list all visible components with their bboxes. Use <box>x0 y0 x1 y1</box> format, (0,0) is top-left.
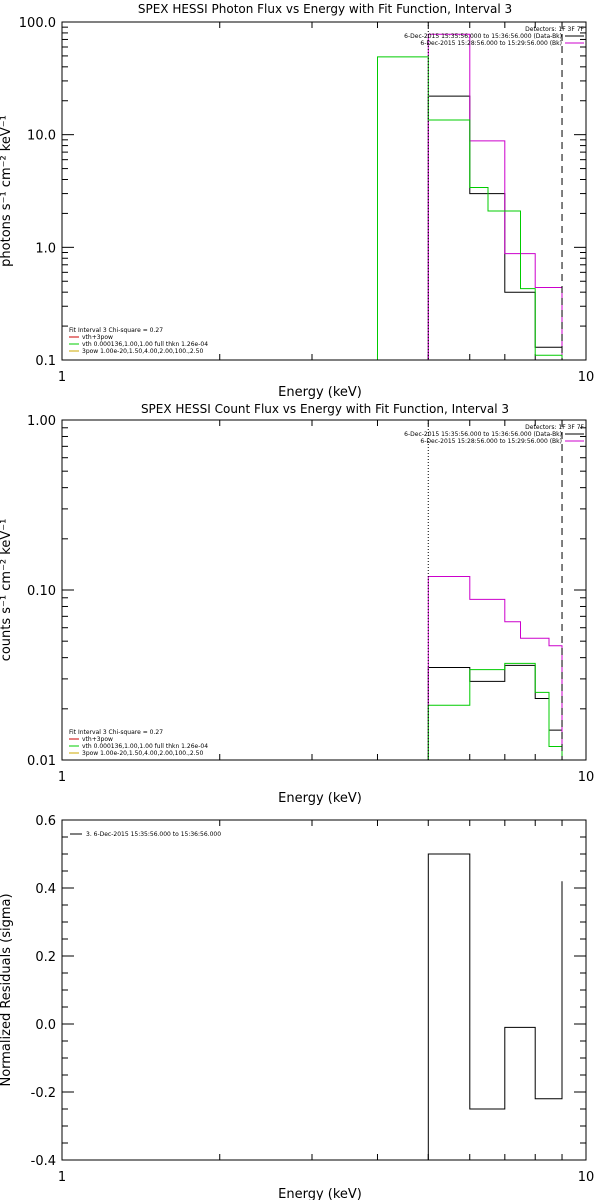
count-flux-y-tick-label: 0.10 <box>27 584 56 599</box>
count-flux-xlabel: Energy (keV) <box>278 791 362 806</box>
photon-flux-vlines <box>427 22 563 360</box>
count-flux-fit-legend: Fit Interval 3 Chi-square = 0.27 vth+3po… <box>69 729 208 757</box>
count-flux-vlines <box>427 420 563 760</box>
photon-flux-panel: SPEX HESSI Photon Flux vs Energy with Fi… <box>0 2 594 400</box>
photon-flux-y-tick-label: 1.0 <box>35 241 56 256</box>
residuals-x-tick-label: 1 <box>58 1170 66 1185</box>
count-flux-ylabel: counts s⁻¹ cm⁻² keV⁻¹ <box>0 519 14 662</box>
residuals-y-tick-label: 0.2 <box>35 950 56 965</box>
photon-flux-detectors: Detectors: 1F 3F 7F <box>525 26 584 33</box>
photon-flux-x-tick-label: 1 <box>58 370 66 385</box>
residuals-y-tick-label: 0.6 <box>35 814 56 829</box>
photon-flux-fit-model: vth+3pow <box>82 334 113 341</box>
count-flux-bk-interval: 6-Dec-2015 15:28:56.000 to 15:29:56.000 … <box>420 438 562 445</box>
count-flux-x-tick-label: 1 <box>58 770 66 785</box>
photon-flux-data-interval: 6-Dec-2015 15:35:56.000 to 15:36:56.000 … <box>404 33 562 40</box>
count-flux-series-0 <box>427 664 563 760</box>
count-flux-ticks: 1 10 0.01 0.10 1.00 <box>27 414 594 785</box>
photon-flux-header: Detectors: 1F 3F 7F 6-Dec-2015 15:35:56.… <box>404 26 584 47</box>
residuals-frame <box>61 819 587 1161</box>
photon-flux-xlabel: Energy (keV) <box>278 385 362 400</box>
count-flux-x-tick-label: 10 <box>578 770 595 785</box>
photon-flux-y-tick-label: 100.0 <box>19 16 56 31</box>
count-flux-frame <box>61 419 587 761</box>
residuals-series <box>427 853 563 1160</box>
photon-flux-series-1 <box>427 33 563 360</box>
photon-flux-x-tick-label: 10 <box>578 370 595 385</box>
photon-flux-y-tick-label: 10.0 <box>27 129 56 144</box>
photon-flux-ticks: 1 10 0.1 1.0 10.0 100.0 <box>19 16 594 385</box>
count-flux-y-tick-label: 1.00 <box>27 414 56 429</box>
residuals-ticks: 1 10 -0.4 -0.2 0.0 0.2 0.4 0.6 <box>31 814 595 1185</box>
count-flux-header: Detectors: 1F 3F 7F 6-Dec-2015 15:35:56.… <box>404 424 584 445</box>
residuals-series-0 <box>427 853 563 1160</box>
photon-flux-series-0 <box>427 95 563 360</box>
photon-flux-title: SPEX HESSI Photon Flux vs Energy with Fi… <box>138 2 512 16</box>
photon-flux-fit-vth: vth 0.000136,1.00,1.00 full thkn 1.26e-0… <box>82 341 208 348</box>
residuals-y-tick-label: -0.4 <box>31 1154 56 1169</box>
photon-flux-ylabel: photons s⁻¹ cm⁻² keV⁻¹ <box>0 115 14 267</box>
residuals-y-tick-label: 0.0 <box>35 1018 56 1033</box>
photon-flux-fit-chi: Fit Interval 3 Chi-square = 0.27 <box>69 327 163 334</box>
count-flux-series-1 <box>427 576 563 760</box>
count-flux-fit-vth: vth 0.000136,1.00,1.00 full thkn 1.26e-0… <box>82 743 208 750</box>
residuals-x-tick-label: 10 <box>578 1170 595 1185</box>
residuals-xlabel: Energy (keV) <box>278 1187 362 1200</box>
count-flux-y-tick-label: 0.01 <box>27 754 56 769</box>
count-flux-fit-3pow: 3pow 1.00e-20,1.50,4.00,2.00,100.,2.50 <box>82 750 203 757</box>
residuals-legend: 3. 6-Dec-2015 15:35:56.000 to 15:36:56.0… <box>86 831 221 838</box>
photon-flux-bk-interval: 6-Dec-2015 15:28:56.000 to 15:29:56.000 … <box>420 40 562 47</box>
residuals-y-tick-label: 0.4 <box>35 882 56 897</box>
photon-flux-fit-3pow: 3pow 1.00e-20,1.50,4.00,2.00,100.,2.50 <box>82 348 203 355</box>
residuals-ylabel: Normalized Residuals (sigma) <box>0 893 14 1086</box>
residuals-y-tick-label: -0.2 <box>31 1086 56 1101</box>
photon-flux-frame <box>61 21 587 361</box>
count-flux-fit-chi: Fit Interval 3 Chi-square = 0.27 <box>69 729 163 736</box>
photon-flux-fit-legend: Fit Interval 3 Chi-square = 0.27 vth+3po… <box>69 327 208 355</box>
count-flux-series <box>427 576 563 760</box>
photon-flux-y-tick-label: 0.1 <box>35 354 56 369</box>
residuals-panel: 1 10 -0.4 -0.2 0.0 0.2 0.4 0.6 3. 6-Dec-2015 15… <box>0 814 594 1200</box>
count-flux-detectors: Detectors: 1F 3F 7F <box>525 424 584 431</box>
count-flux-title: SPEX HESSI Count Flux vs Energy with Fit… <box>141 402 509 416</box>
photon-flux-series <box>377 33 563 360</box>
count-flux-fit-model: vth+3pow <box>82 736 113 743</box>
count-flux-series-2 <box>427 662 563 760</box>
count-flux-data-interval: 6-Dec-2015 15:35:56.000 to 15:36:56.000 … <box>404 431 562 438</box>
count-flux-panel: SPEX HESSI Count Flux vs Energy with Fit… <box>0 402 594 806</box>
